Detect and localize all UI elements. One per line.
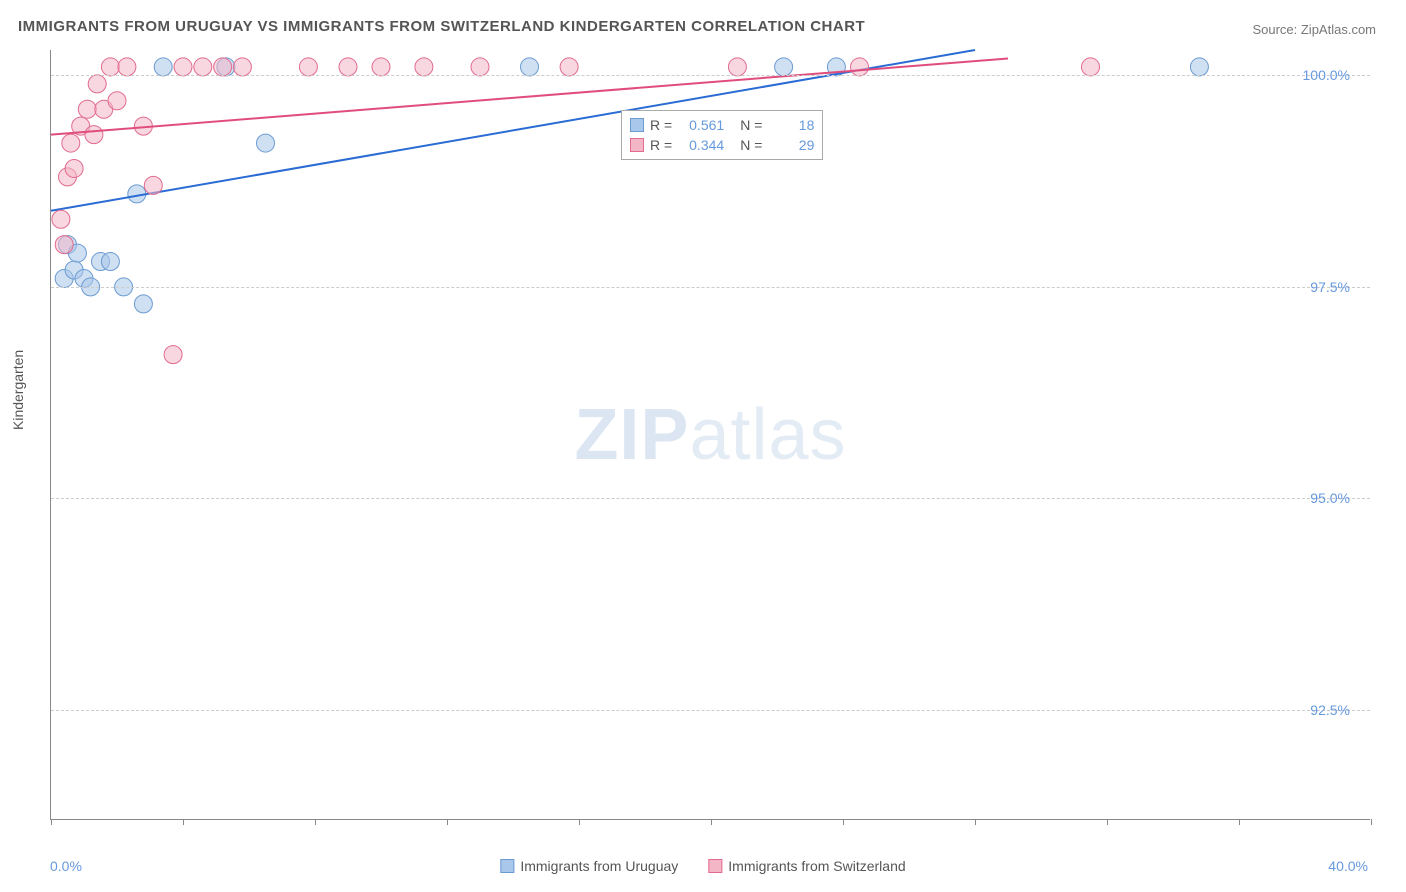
data-point bbox=[233, 58, 251, 76]
source-attribution: Source: ZipAtlas.com bbox=[1252, 22, 1376, 37]
x-axis-min-label: 0.0% bbox=[50, 858, 82, 874]
data-point bbox=[55, 236, 73, 254]
gridline-h bbox=[51, 287, 1370, 288]
data-point bbox=[164, 346, 182, 364]
data-point bbox=[194, 58, 212, 76]
legend-item: Immigrants from Uruguay bbox=[500, 858, 678, 874]
r-label: R = bbox=[650, 117, 672, 133]
chart-title: IMMIGRANTS FROM URUGUAY VS IMMIGRANTS FR… bbox=[18, 18, 865, 35]
y-tick-label: 92.5% bbox=[1310, 702, 1350, 718]
trend-line bbox=[51, 50, 975, 211]
chart-svg bbox=[51, 50, 1370, 819]
x-tick bbox=[51, 819, 52, 825]
data-point bbox=[174, 58, 192, 76]
x-tick bbox=[579, 819, 580, 825]
gridline-h bbox=[51, 710, 1370, 711]
data-point bbox=[1190, 58, 1208, 76]
data-point bbox=[214, 58, 232, 76]
x-tick bbox=[843, 819, 844, 825]
data-point bbox=[299, 58, 317, 76]
data-point bbox=[775, 58, 793, 76]
data-point bbox=[339, 58, 357, 76]
legend-label: Immigrants from Switzerland bbox=[728, 858, 905, 874]
data-point bbox=[101, 253, 119, 271]
n-value: 18 bbox=[768, 117, 814, 133]
x-tick bbox=[1371, 819, 1372, 825]
y-axis-label: Kindergarten bbox=[10, 350, 26, 430]
n-label: N = bbox=[740, 117, 762, 133]
data-point bbox=[257, 134, 275, 152]
n-label: N = bbox=[740, 137, 762, 153]
data-point bbox=[62, 134, 80, 152]
data-point bbox=[851, 58, 869, 76]
data-point bbox=[1082, 58, 1100, 76]
x-tick bbox=[975, 819, 976, 825]
x-tick bbox=[183, 819, 184, 825]
r-value: 0.344 bbox=[678, 137, 724, 153]
info-row: R = 0.561 N = 18 bbox=[630, 115, 814, 135]
gridline-h bbox=[51, 498, 1370, 499]
data-point bbox=[560, 58, 578, 76]
legend-swatch bbox=[708, 859, 722, 873]
data-point bbox=[65, 159, 83, 177]
data-point bbox=[78, 100, 96, 118]
y-tick-label: 100.0% bbox=[1303, 67, 1350, 83]
data-point bbox=[521, 58, 539, 76]
data-point bbox=[52, 210, 70, 228]
data-point bbox=[134, 295, 152, 313]
x-tick bbox=[315, 819, 316, 825]
data-point bbox=[415, 58, 433, 76]
y-tick-label: 97.5% bbox=[1310, 279, 1350, 295]
data-point bbox=[372, 58, 390, 76]
r-label: R = bbox=[650, 137, 672, 153]
legend-label: Immigrants from Uruguay bbox=[520, 858, 678, 874]
x-tick bbox=[711, 819, 712, 825]
gridline-h bbox=[51, 75, 1370, 76]
y-tick-label: 95.0% bbox=[1310, 490, 1350, 506]
series-swatch bbox=[630, 118, 644, 132]
data-point bbox=[118, 58, 136, 76]
series-swatch bbox=[630, 138, 644, 152]
correlation-info-box: R = 0.561 N = 18 R = 0.344 N = 29 bbox=[621, 110, 823, 160]
x-axis-max-label: 40.0% bbox=[1328, 858, 1368, 874]
plot-area: ZIPatlas R =0.561N =18R =0.344N =29 100.… bbox=[50, 50, 1370, 820]
data-point bbox=[154, 58, 172, 76]
data-point bbox=[728, 58, 746, 76]
data-point bbox=[471, 58, 489, 76]
legend-item: Immigrants from Switzerland bbox=[708, 858, 905, 874]
r-value: 0.561 bbox=[678, 117, 724, 133]
data-point bbox=[108, 92, 126, 110]
data-point bbox=[88, 75, 106, 93]
n-value: 29 bbox=[768, 137, 814, 153]
x-tick bbox=[447, 819, 448, 825]
info-row: R = 0.344 N = 29 bbox=[630, 135, 814, 155]
bottom-legend: Immigrants from Uruguay Immigrants from S… bbox=[500, 858, 905, 874]
x-tick bbox=[1107, 819, 1108, 825]
data-point bbox=[85, 126, 103, 144]
legend-swatch bbox=[500, 859, 514, 873]
x-tick bbox=[1239, 819, 1240, 825]
data-point bbox=[144, 176, 162, 194]
data-point bbox=[101, 58, 119, 76]
